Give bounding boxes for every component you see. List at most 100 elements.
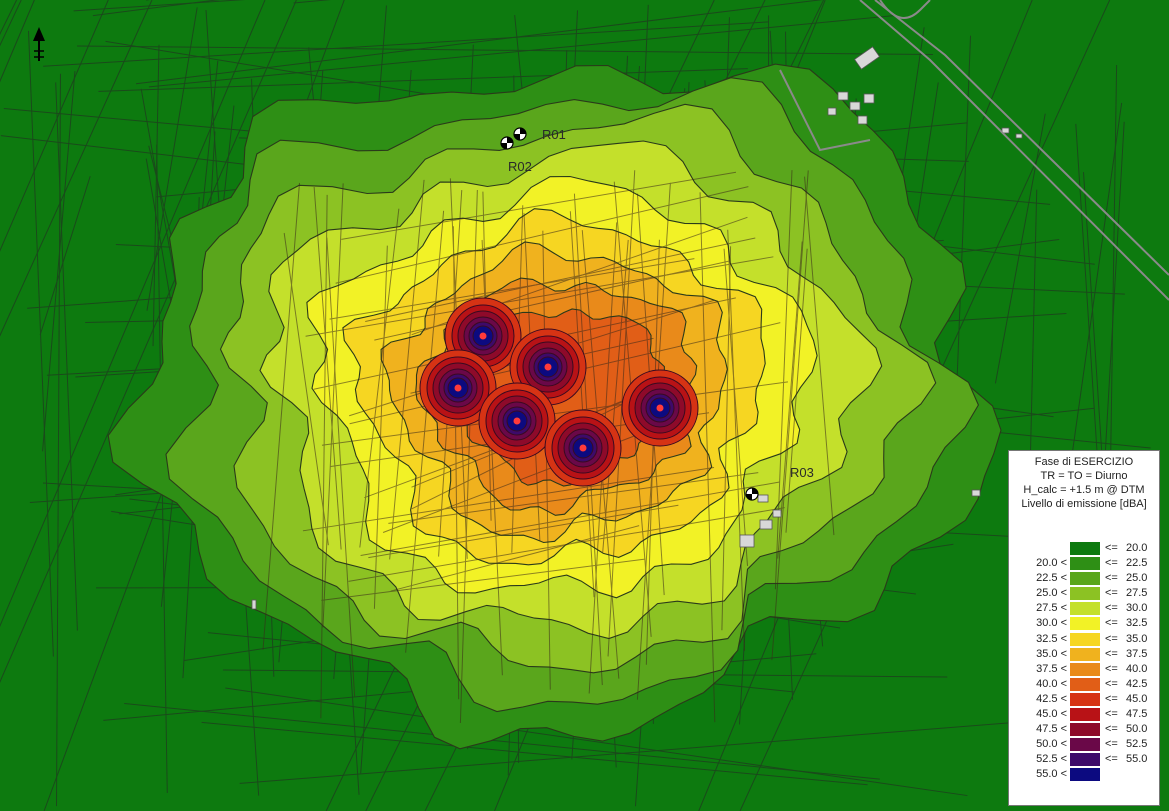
legend-swatch bbox=[1070, 617, 1100, 631]
legend-operator: <= bbox=[1105, 542, 1118, 554]
legend-lower-bound: 35.0 < bbox=[1036, 647, 1067, 660]
legend-lower-bound: 37.5 < bbox=[1036, 662, 1067, 675]
legend-title: Fase di ESERCIZIO TR = TO = Diurno H_cal… bbox=[1009, 455, 1159, 511]
legend-lower-bound: 30.0 < bbox=[1036, 617, 1067, 630]
legend-row: 50.0 < <= 52.5 bbox=[1009, 737, 1159, 752]
legend-swatch bbox=[1070, 542, 1100, 555]
legend-swatch bbox=[1070, 768, 1100, 782]
legend-operator: <= bbox=[1105, 692, 1118, 705]
legend-title-line: TR = TO = Diurno bbox=[1040, 470, 1128, 482]
legend-upper-bound: 37.5 bbox=[1126, 647, 1148, 660]
legend-row: 35.0 < <= 37.5 bbox=[1009, 647, 1159, 662]
legend-upper-bound: 50.0 bbox=[1126, 723, 1148, 736]
noise-source bbox=[478, 382, 556, 460]
legend-upper-bound: 52.5 bbox=[1126, 738, 1148, 751]
legend-row: 40.0 < <= 42.5 bbox=[1009, 677, 1159, 692]
noise-source bbox=[621, 369, 699, 447]
legend-row: 25.0 < <= 27.5 bbox=[1009, 586, 1159, 601]
legend-swatch bbox=[1070, 677, 1100, 691]
legend-operator: <= bbox=[1105, 753, 1118, 766]
roads bbox=[779, 0, 1169, 301]
legend-lower-bound: 42.5 < bbox=[1036, 692, 1067, 705]
legend-swatch bbox=[1070, 723, 1100, 737]
legend-row: 32.5 < <= 35.0 bbox=[1009, 632, 1159, 647]
legend-swatch bbox=[1070, 708, 1100, 722]
legend-upper-bound: 20.0 bbox=[1126, 542, 1148, 554]
receptor-label-r01: R01 bbox=[542, 127, 566, 142]
legend-swatch bbox=[1070, 647, 1100, 661]
north-arrow-icon bbox=[33, 27, 45, 61]
legend-swatch bbox=[1070, 632, 1100, 646]
legend-lower-bound: 22.5 < bbox=[1036, 572, 1067, 585]
legend-operator: <= bbox=[1105, 602, 1118, 615]
receptor-label-r03: R03 bbox=[790, 465, 814, 480]
legend-operator: <= bbox=[1105, 723, 1118, 736]
legend-upper-bound: 40.0 bbox=[1126, 662, 1148, 675]
legend-lower-bound: 40.0 < bbox=[1036, 677, 1067, 690]
legend-operator: <= bbox=[1105, 617, 1118, 630]
receptor-r03: R03 bbox=[745, 465, 814, 501]
legend-operator: <= bbox=[1105, 632, 1118, 645]
legend-operator: <= bbox=[1105, 662, 1118, 675]
legend-title-line: Fase di ESERCIZIO bbox=[1034, 456, 1134, 468]
legend-upper-bound: 45.0 bbox=[1126, 692, 1148, 705]
legend-lower-bound: 47.5 < bbox=[1036, 723, 1067, 736]
legend-operator: <= bbox=[1105, 587, 1118, 600]
legend-operator: <= bbox=[1105, 647, 1118, 660]
legend-row: <= 20.0 bbox=[1009, 541, 1159, 556]
legend-row: 55.0 < bbox=[1009, 767, 1159, 782]
legend-lower-bound: 45.0 < bbox=[1036, 708, 1067, 721]
legend-swatch bbox=[1070, 602, 1100, 616]
legend-title-line: Livello di emissione [dBA] bbox=[1021, 498, 1147, 510]
legend-operator: <= bbox=[1105, 572, 1118, 585]
legend-lower-bound: 55.0 < bbox=[1036, 768, 1067, 781]
legend-row: 27.5 < <= 30.0 bbox=[1009, 601, 1159, 616]
legend-swatch bbox=[1070, 662, 1100, 676]
legend-lower-bound: 32.5 < bbox=[1036, 632, 1067, 645]
receptor-r02: R02 bbox=[500, 136, 532, 174]
legend-operator: <= bbox=[1105, 738, 1118, 751]
legend-lower-bound: 27.5 < bbox=[1036, 602, 1067, 615]
noise-source bbox=[419, 349, 497, 427]
receptor-label-r02: R02 bbox=[508, 159, 532, 174]
legend-swatch bbox=[1070, 753, 1100, 767]
legend-upper-bound: 35.0 bbox=[1126, 632, 1148, 645]
legend-upper-bound: 27.5 bbox=[1126, 587, 1148, 600]
legend-row: 52.5 < <= 55.0 bbox=[1009, 752, 1159, 767]
legend-row: 22.5 < <= 25.0 bbox=[1009, 571, 1159, 586]
legend-rows: <= 20.0 20.0 < <= 22.5 22.5 < <= 25.0 25.0 < <= 27… bbox=[1009, 541, 1159, 783]
legend-row: 30.0 < <= 32.5 bbox=[1009, 616, 1159, 631]
noise-source bbox=[509, 328, 587, 406]
legend-lower-bound: 20.0 < bbox=[1036, 557, 1067, 570]
legend-row: 37.5 < <= 40.0 bbox=[1009, 662, 1159, 677]
legend-row: 20.0 < <= 22.5 bbox=[1009, 556, 1159, 571]
legend-operator: <= bbox=[1105, 557, 1118, 570]
legend-upper-bound: 32.5 bbox=[1126, 617, 1148, 630]
noise-sources bbox=[419, 297, 699, 487]
legend-upper-bound: 47.5 bbox=[1126, 708, 1148, 721]
legend-operator: <= bbox=[1105, 677, 1118, 690]
buildings-top-right bbox=[251, 46, 1023, 610]
receptor-r01: R01 bbox=[513, 127, 566, 142]
legend-title-line: H_calc = +1.5 m @ DTM bbox=[1023, 484, 1145, 496]
legend-row: 47.5 < <= 50.0 bbox=[1009, 722, 1159, 737]
legend-upper-bound: 42.5 bbox=[1126, 677, 1148, 690]
legend-upper-bound: 30.0 bbox=[1126, 602, 1148, 615]
legend-row: 45.0 < <= 47.5 bbox=[1009, 707, 1159, 722]
legend-upper-bound: 22.5 bbox=[1126, 557, 1148, 570]
legend-row: 42.5 < <= 45.0 bbox=[1009, 692, 1159, 707]
legend-swatch bbox=[1070, 557, 1100, 571]
legend-swatch bbox=[1070, 738, 1100, 752]
legend-lower-bound: 25.0 < bbox=[1036, 587, 1067, 600]
legend-operator: <= bbox=[1105, 708, 1118, 721]
noise-source bbox=[544, 409, 622, 487]
legend-upper-bound: 55.0 bbox=[1126, 753, 1148, 766]
legend-swatch bbox=[1070, 692, 1100, 706]
legend-swatch bbox=[1070, 587, 1100, 601]
legend-swatch bbox=[1070, 572, 1100, 586]
legend-box: Fase di ESERCIZIO TR = TO = Diurno H_cal… bbox=[1008, 450, 1160, 806]
legend-lower-bound: 50.0 < bbox=[1036, 738, 1067, 751]
legend-upper-bound: 25.0 bbox=[1126, 572, 1148, 585]
